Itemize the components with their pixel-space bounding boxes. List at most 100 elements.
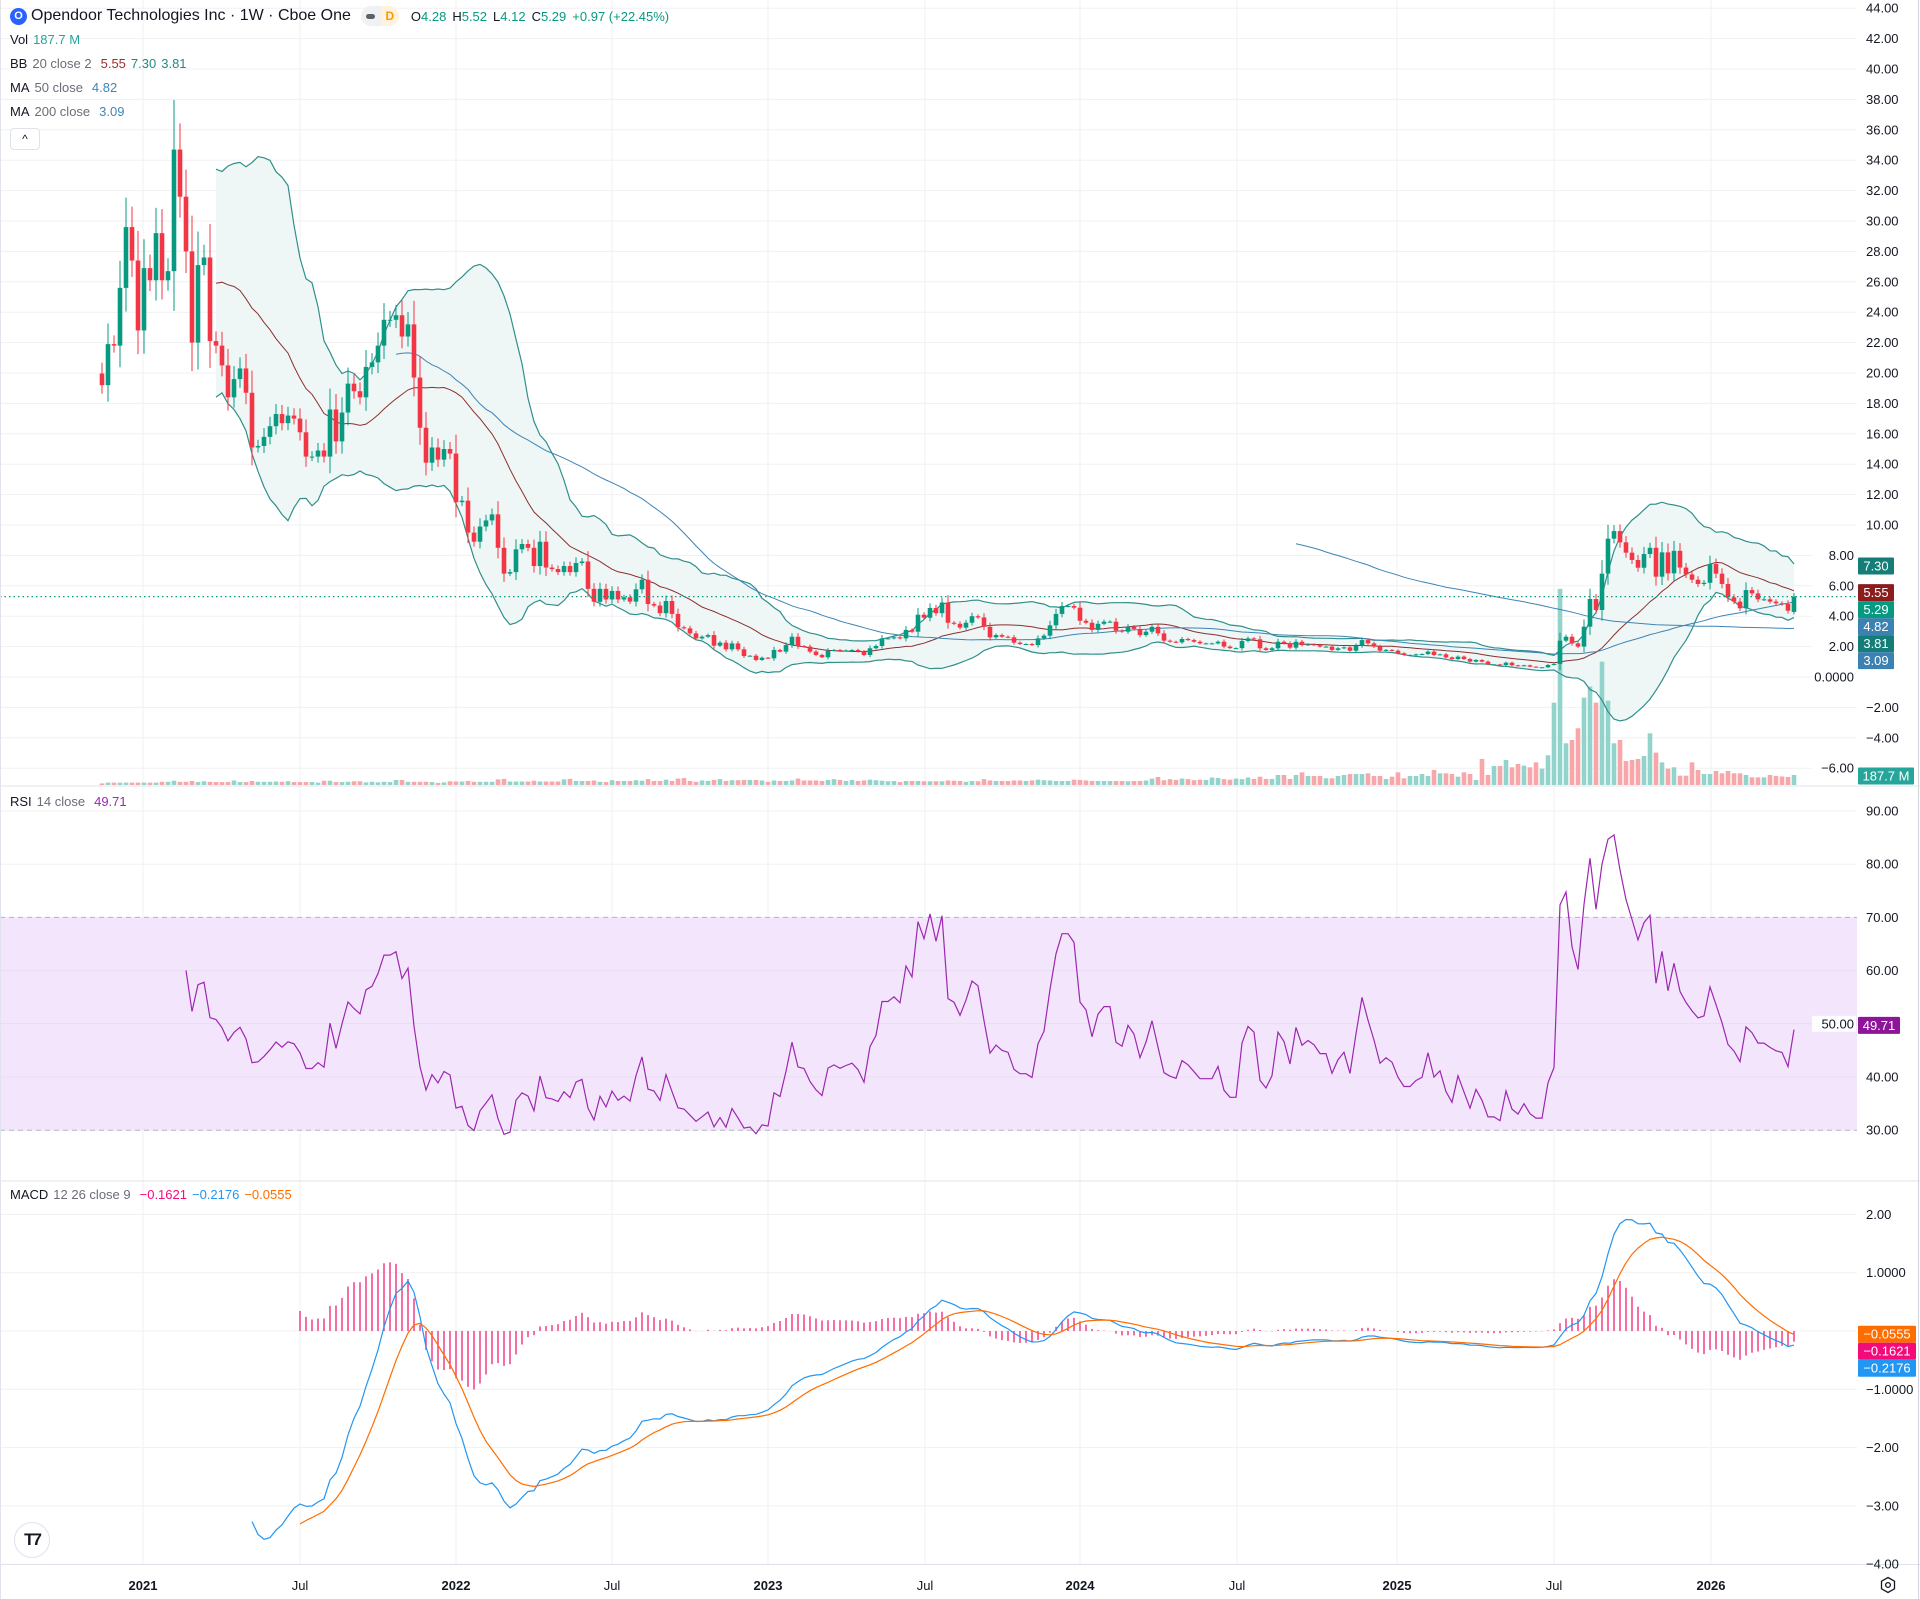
candle xyxy=(1641,546,1647,574)
volume-bar xyxy=(945,780,951,785)
volume-bar xyxy=(1659,762,1665,785)
candle xyxy=(1515,664,1521,667)
price-axis-label: 28.00 xyxy=(1866,244,1899,259)
candle xyxy=(873,644,879,650)
candle xyxy=(1635,554,1641,572)
price-axis-label-bg xyxy=(1812,669,1856,685)
candle xyxy=(1497,663,1503,666)
volume-bar xyxy=(831,779,837,785)
volume-bar xyxy=(873,780,879,785)
volume-bar xyxy=(1023,781,1029,785)
candle xyxy=(1761,597,1767,601)
candle-body xyxy=(171,149,177,272)
candle-body xyxy=(291,415,297,419)
candle-body xyxy=(1767,599,1773,602)
legend-rsi[interactable]: RSI 14 close 49.71 xyxy=(10,794,127,809)
volume-bar xyxy=(1131,781,1137,785)
candle-body xyxy=(1185,639,1191,641)
legend-ma50[interactable]: MA 50 close 4.82 xyxy=(10,80,117,95)
candle xyxy=(645,570,651,612)
candle xyxy=(1677,543,1683,574)
candle-body xyxy=(1011,637,1017,643)
volume-bar xyxy=(1359,774,1365,785)
volume-bar xyxy=(1785,777,1791,785)
candle xyxy=(735,640,741,652)
volume-bar xyxy=(711,779,717,785)
macd-axis-label: 2.00 xyxy=(1866,1207,1891,1222)
tradingview-logo-icon[interactable]: T7 xyxy=(14,1522,50,1558)
volume-bar xyxy=(1053,781,1059,785)
macd-pane[interactable] xyxy=(251,1218,1795,1540)
price-axis-label: 26.00 xyxy=(1866,274,1899,289)
candle xyxy=(423,411,429,476)
bb-params: 20 close 2 xyxy=(32,56,92,71)
candle-body xyxy=(1431,651,1437,655)
candle-body xyxy=(1341,647,1347,649)
rsi-badge-text: 49.71 xyxy=(1863,1018,1896,1033)
candle-body xyxy=(771,649,777,659)
candle xyxy=(1725,577,1731,603)
candle-body xyxy=(327,409,333,457)
price-axis-label-bg xyxy=(1812,577,1856,594)
candle-body xyxy=(1221,641,1227,647)
candle xyxy=(1587,588,1593,635)
legend-ma200[interactable]: MA 200 close 3.09 xyxy=(10,104,124,119)
candle xyxy=(1071,603,1077,610)
volume-bar xyxy=(1629,760,1635,785)
candle-body xyxy=(525,544,531,548)
volume-bar xyxy=(1011,780,1017,785)
eye-icon[interactable] xyxy=(361,6,381,26)
candle xyxy=(1137,626,1143,638)
volume-bar xyxy=(1413,775,1419,785)
legend-macd[interactable]: MACD 12 26 close 9 −0.1621 −0.2176 −0.05… xyxy=(10,1187,292,1202)
candle-body xyxy=(1209,643,1215,645)
legend-volume[interactable]: Vol 187.7 M xyxy=(10,32,80,47)
volume-bar xyxy=(309,782,315,785)
candle-body xyxy=(1203,643,1209,645)
candle-body xyxy=(285,415,291,424)
price-pane[interactable] xyxy=(0,99,1857,785)
visibility-toggle[interactable]: D xyxy=(360,6,399,26)
volume-bar xyxy=(351,781,357,785)
candle xyxy=(1623,536,1629,558)
candle-body xyxy=(1365,640,1371,644)
time-axis-label: Jul xyxy=(604,1578,621,1593)
candle-body xyxy=(1401,653,1407,655)
candle xyxy=(819,653,825,659)
candle xyxy=(1743,582,1749,615)
volume-bar xyxy=(1365,773,1371,785)
volume-bar xyxy=(1551,702,1557,785)
candle-body xyxy=(1569,636,1575,644)
volume-bar xyxy=(741,779,747,785)
candle xyxy=(855,648,861,653)
ma200-value: 3.09 xyxy=(99,104,125,119)
market-status-badge[interactable]: D xyxy=(380,6,399,26)
volume-bar xyxy=(543,781,549,785)
candle xyxy=(1179,637,1185,644)
collapse-legend-button[interactable]: ^ xyxy=(10,128,40,150)
candle xyxy=(117,260,123,368)
price-axis-label: −6.00 xyxy=(1821,761,1854,776)
candle xyxy=(1257,635,1263,651)
legend-bollinger[interactable]: BB 20 close 2 5.55 7.30 3.81 xyxy=(10,56,187,71)
volume-bar xyxy=(105,782,111,785)
symbol-title[interactable]: Opendoor Technologies Inc · 1W · Cboe On… xyxy=(31,7,351,24)
rsi-pane[interactable] xyxy=(0,833,1857,1136)
volume-bar xyxy=(1761,777,1767,785)
candle xyxy=(615,586,621,604)
candle xyxy=(1671,540,1677,582)
candle-body xyxy=(597,588,603,602)
candle xyxy=(579,558,585,566)
candle xyxy=(927,603,933,622)
candle xyxy=(1209,642,1215,645)
volume-bar xyxy=(477,781,483,785)
candle-body xyxy=(231,379,237,398)
volume-bar xyxy=(867,779,873,785)
candle xyxy=(783,642,789,654)
candle-body xyxy=(1377,646,1383,651)
volume-bar xyxy=(117,782,123,785)
settings-icon[interactable] xyxy=(1878,1575,1898,1595)
candle xyxy=(339,397,345,454)
